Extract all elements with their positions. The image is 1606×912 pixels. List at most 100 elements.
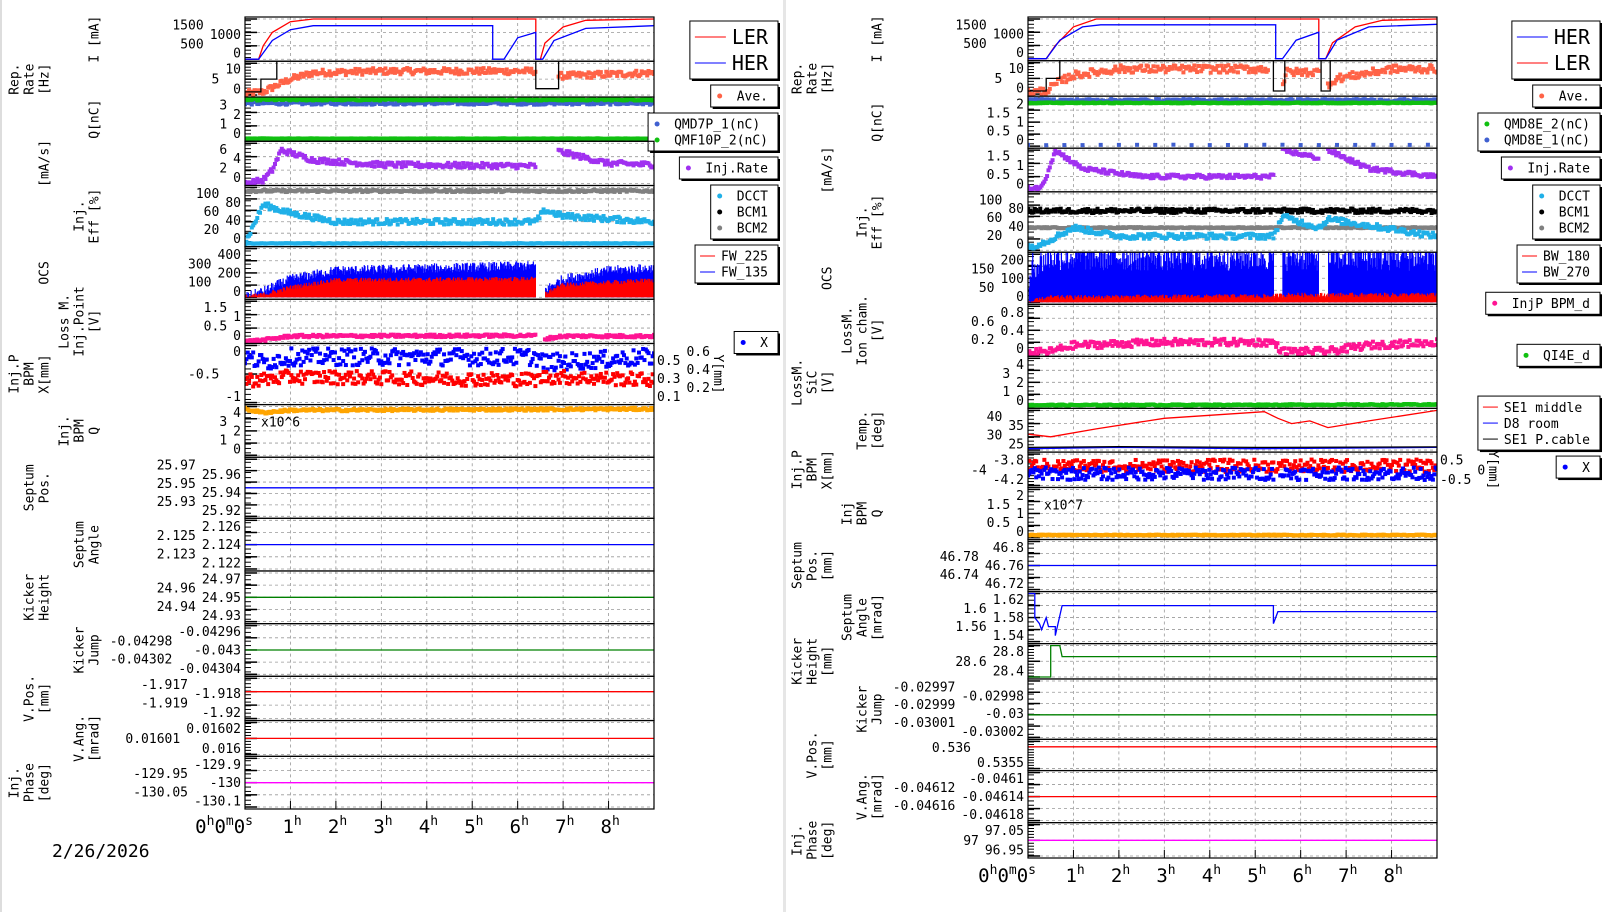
series-point-Inj-Rate: [512, 162, 517, 167]
series-point-Y: [459, 383, 464, 388]
series-point-Inj-Rate: [323, 157, 328, 162]
series-point-X: [320, 361, 325, 366]
series-point-Y: [492, 380, 497, 385]
series-point-X: [592, 354, 597, 359]
series-point-Y: [454, 380, 459, 385]
y-tick-label: 1: [233, 310, 241, 325]
series-point-Ave-: [343, 73, 348, 78]
series-point-Y: [410, 375, 415, 380]
panel-frame: [244, 16, 655, 62]
series-point-X: [421, 352, 426, 357]
series-point-Ave-: [383, 66, 388, 71]
series-point-Y: [262, 371, 267, 376]
series-point-X: [582, 351, 587, 356]
series-point-X: [632, 362, 637, 367]
series-point-X: [631, 348, 636, 353]
series-point-X: [469, 354, 474, 359]
series-point-X: [395, 350, 400, 355]
series-point-QMD7P_1-nC-: [313, 102, 318, 107]
series-point-Inj-Rate: [452, 160, 457, 165]
series-point-Y: [489, 371, 494, 376]
series-point-Ave-: [452, 71, 457, 76]
series-point-DCCT: [447, 218, 452, 223]
series-point-Loss: [285, 335, 290, 340]
series-point-Y: [435, 374, 440, 379]
series-point-Ave-: [251, 92, 256, 97]
series-point-Ave-: [338, 69, 343, 74]
series-point-Y: [504, 374, 509, 379]
series-point-DCCT: [442, 222, 447, 227]
series-point-Loss: [650, 335, 654, 340]
series-point-Ave-: [608, 73, 613, 78]
series-point-Inj-Rate: [526, 164, 531, 169]
series-point-Ave-: [522, 70, 527, 75]
series-point-Inj-Rate: [259, 177, 264, 182]
series-point-Inj-Rate: [262, 174, 267, 179]
series-point-Loss: [652, 332, 654, 337]
legend-label: Inj.Rate: [705, 162, 768, 177]
series-point-QMD7P_1-nC-: [608, 102, 613, 107]
series-point-X: [467, 363, 472, 368]
series-point-Inj-Rate: [302, 153, 307, 158]
series-point-Inj-Rate: [267, 169, 272, 174]
series-point-X: [251, 350, 256, 355]
series-point-Y: [649, 379, 654, 384]
series-point-DCCT: [540, 209, 545, 214]
series-point-DCCT: [452, 217, 457, 222]
series-point-DCCT: [448, 221, 453, 226]
series-point-X: [459, 349, 464, 354]
series-point-Y: [298, 369, 303, 374]
series-point-DCCT: [511, 222, 516, 227]
series-point-DCCT: [585, 215, 590, 220]
series-point-DCCT: [327, 217, 332, 222]
series-point-Y: [337, 372, 342, 377]
series-point-Ave-: [270, 88, 275, 93]
series-point-X: [623, 361, 628, 366]
series-point-Inj-Rate: [275, 157, 280, 162]
series-point-X: [283, 356, 288, 361]
series-point-Y: [626, 376, 631, 381]
series-point-Ave-: [407, 66, 412, 71]
series-point-Y: [401, 381, 406, 386]
series-point-Ave-: [583, 72, 588, 77]
series-point-DCCT: [555, 210, 560, 215]
series-point-Y: [364, 376, 369, 381]
series-point-Y: [290, 375, 295, 380]
series-point-QMD7P_1-nC-: [598, 101, 603, 106]
series-point-Inj-Rate: [337, 157, 342, 162]
series-point-DCCT: [526, 217, 531, 222]
series-point-DCCT: [316, 214, 321, 219]
series-point-DCCT: [485, 217, 490, 222]
series-point-DCCT: [506, 219, 511, 224]
legend-label: X: [760, 336, 768, 351]
series-point-Y: [376, 377, 381, 382]
series-point-DCCT: [349, 217, 354, 222]
series-point-Y: [462, 379, 467, 384]
series-point-BCM2: [617, 190, 622, 195]
series-point-DCCT: [414, 216, 419, 221]
series-point-Y: [345, 378, 350, 383]
series-point-Inj-Rate: [260, 180, 265, 185]
series-point-Ave-: [638, 72, 643, 77]
series-point-Inj-Rate: [320, 160, 325, 165]
series-point-Y: [564, 381, 569, 386]
series-point-X: [541, 365, 546, 370]
series-point-Y: [488, 378, 493, 383]
series-point-X: [536, 353, 541, 358]
series-point-X: [596, 354, 601, 359]
legend-label: QMF10P_2(nC): [674, 134, 768, 149]
series-point-Ave-: [646, 68, 651, 73]
series-point-Loss: [617, 332, 622, 337]
series-point-Inj-Rate: [300, 152, 305, 157]
y-tick-label: 60: [204, 205, 220, 220]
series-point-Ave-: [342, 68, 347, 73]
y-tick-label: 1: [219, 434, 227, 449]
series-point-X: [282, 361, 287, 366]
series-point-Y: [581, 376, 586, 381]
series-point-DCCT: [279, 210, 284, 215]
series-point-Loss: [547, 337, 552, 342]
series-point-Inj-Rate: [466, 162, 471, 167]
y-tick-label: 4: [233, 406, 241, 421]
y-tick-label: 300: [188, 257, 211, 272]
series-point-X: [617, 360, 622, 365]
